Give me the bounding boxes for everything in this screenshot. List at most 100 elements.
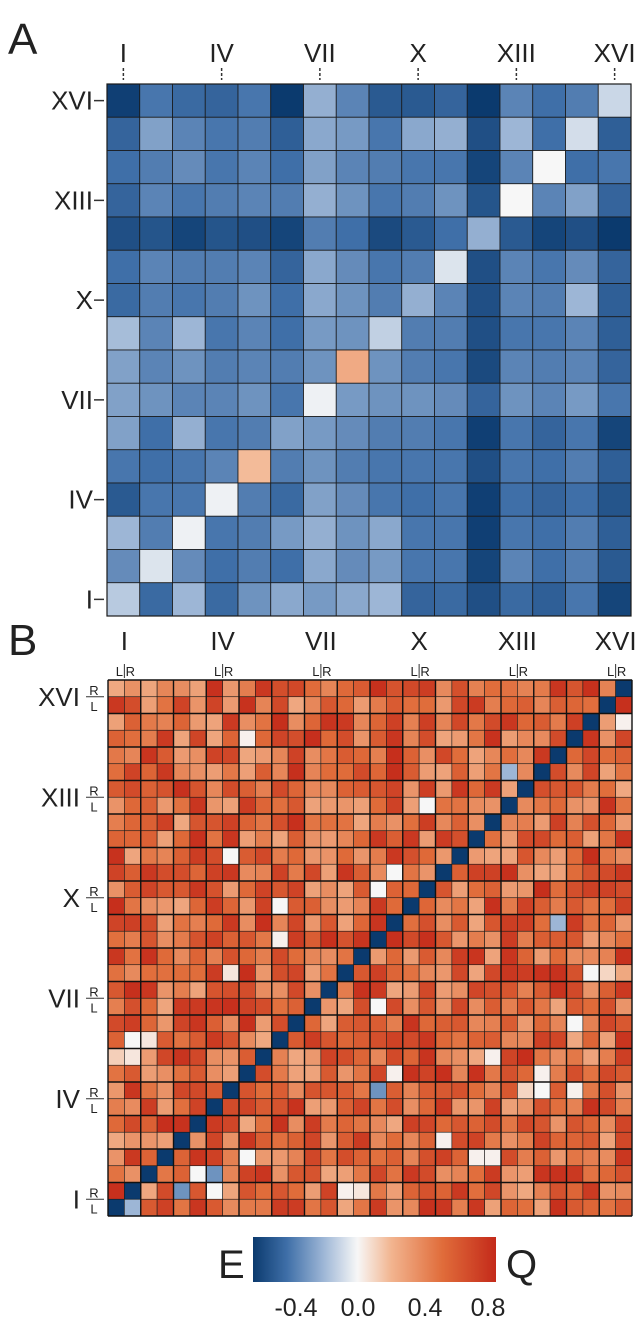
heatmap-a-cell — [139, 216, 173, 251]
heatmap-a-cell — [172, 183, 206, 218]
heatmap-a-cell — [335, 416, 370, 451]
heatmap-b-cell — [484, 897, 502, 915]
heatmap-a-cell — [106, 582, 141, 617]
heatmap-b-cell — [173, 780, 191, 798]
heatmap-a-cell — [532, 382, 566, 417]
heatmap-b-cell — [533, 1048, 551, 1066]
heatmap-b-cell — [107, 897, 125, 915]
heatmap-b-cell — [533, 1014, 551, 1033]
heatmap-b-cell — [402, 847, 420, 865]
heatmap-b-cell — [435, 1198, 453, 1217]
heatmap-a-cell — [597, 83, 632, 118]
heatmap-b-cell — [189, 997, 207, 1016]
heatmap-b-cell — [336, 1198, 354, 1217]
heatmap-b-cell — [451, 1131, 469, 1150]
heatmap-b-cell — [205, 1115, 223, 1133]
heatmap-b-cell — [418, 780, 436, 798]
heatmap-b-cell — [582, 847, 600, 865]
heatmap-a-cell — [270, 116, 304, 151]
heatmap-b-cell — [255, 1182, 273, 1200]
heatmap-a-cell — [237, 216, 272, 251]
heatmap-b-cell — [304, 1014, 322, 1033]
heatmap-b-cell — [451, 679, 469, 698]
heatmap-b-cell — [369, 981, 387, 999]
heatmap-b-cell — [549, 813, 567, 832]
heatmap-b-cell — [304, 713, 322, 731]
heatmap-b-cell — [156, 1098, 174, 1116]
heatmap-a-cell — [401, 83, 435, 118]
heatmap-b-cell — [287, 964, 305, 982]
heatmap-b-cell — [287, 1165, 305, 1183]
heatmap-a-cell — [204, 349, 239, 384]
heatmap-a-cell — [466, 549, 501, 584]
heatmap-b-cell — [517, 914, 535, 932]
heatmap-b-cell — [271, 930, 289, 949]
heatmap-b-cell — [369, 1064, 387, 1083]
heatmap-b-cell — [189, 696, 207, 714]
heatmap-b-cell — [173, 1031, 191, 1049]
heatmap-b-cell — [418, 696, 436, 714]
heatmap-b-cell — [255, 1165, 273, 1183]
heatmap-a-cell — [303, 416, 337, 451]
heatmap-b-cell — [386, 863, 404, 882]
heatmap-a-cell — [237, 316, 272, 351]
heatmap-b-cell — [287, 813, 305, 832]
heatmap-b-cell — [140, 947, 158, 966]
heatmap-b-cell — [435, 1131, 453, 1150]
heatmap-b-cell — [566, 997, 584, 1016]
heatmap-b-cell — [320, 897, 338, 915]
heatmap-a-cell — [532, 416, 566, 451]
heatmap-b-cell — [255, 1031, 273, 1049]
heatmap-b-cell — [566, 1098, 584, 1116]
heatmap-b-cell — [598, 1182, 616, 1200]
heatmap-b-cell — [304, 1165, 322, 1183]
heatmap-b-cell — [566, 847, 584, 865]
heatmap-b-cell — [107, 880, 125, 899]
heatmap-a-cell — [434, 116, 468, 151]
heatmap-b-cell — [124, 997, 142, 1016]
heatmap-a-cell — [270, 216, 304, 251]
heatmap-b-cell — [484, 964, 502, 982]
heatmap-b-cell — [369, 847, 387, 865]
heatmap-b-cell — [533, 796, 551, 815]
heatmap-b-cell — [287, 1014, 305, 1033]
heatmap-b-cell — [336, 1182, 354, 1200]
heatmap-b-cell — [566, 947, 584, 966]
heatmap-b-arm-right-label: R — [89, 1085, 98, 1100]
heatmap-b-arm-right-label: R — [519, 664, 528, 679]
heatmap-b-cell — [156, 1081, 174, 1100]
heatmap-b-cell — [107, 1048, 125, 1066]
heatmap-b-cell — [467, 780, 485, 798]
heatmap-b-cell — [402, 914, 420, 932]
heatmap-b-cell — [173, 897, 191, 915]
heatmap-b-cell — [598, 1198, 616, 1217]
heatmap-b-cell — [549, 1115, 567, 1133]
heatmap-b-cell — [435, 1182, 453, 1200]
heatmap-b-cell — [598, 1098, 616, 1116]
heatmap-b-cell — [124, 746, 142, 765]
heatmap-b-cell — [238, 1131, 256, 1150]
heatmap-b-cell — [517, 880, 535, 899]
heatmap-b-cell — [140, 1182, 158, 1200]
heatmap-b-cell — [320, 763, 338, 781]
heatmap-b-cell — [205, 981, 223, 999]
heatmap-a-cell — [106, 482, 141, 517]
heatmap-b-cell — [615, 1148, 633, 1167]
heatmap-b-cell — [287, 1131, 305, 1150]
heatmap-b-cell — [517, 1064, 535, 1083]
heatmap-b-cell — [156, 1182, 174, 1200]
heatmap-b-cell — [517, 1014, 535, 1033]
heatmap-b-ytick-label: I — [73, 1184, 80, 1214]
heatmap-b-cell — [238, 1064, 256, 1083]
heatmap-b-cell — [140, 1115, 158, 1133]
heatmap-b-cell — [467, 863, 485, 882]
heatmap-b-cell — [222, 1165, 240, 1183]
heatmap-b-cell — [140, 847, 158, 865]
heatmap-b-cell — [271, 1031, 289, 1049]
heatmap-b-cell — [615, 1081, 633, 1100]
heatmap-b-cell — [336, 1131, 354, 1150]
heatmap-b-cell — [615, 830, 633, 848]
heatmap-b-cell — [386, 729, 404, 748]
heatmap-b-cell — [549, 1098, 567, 1116]
